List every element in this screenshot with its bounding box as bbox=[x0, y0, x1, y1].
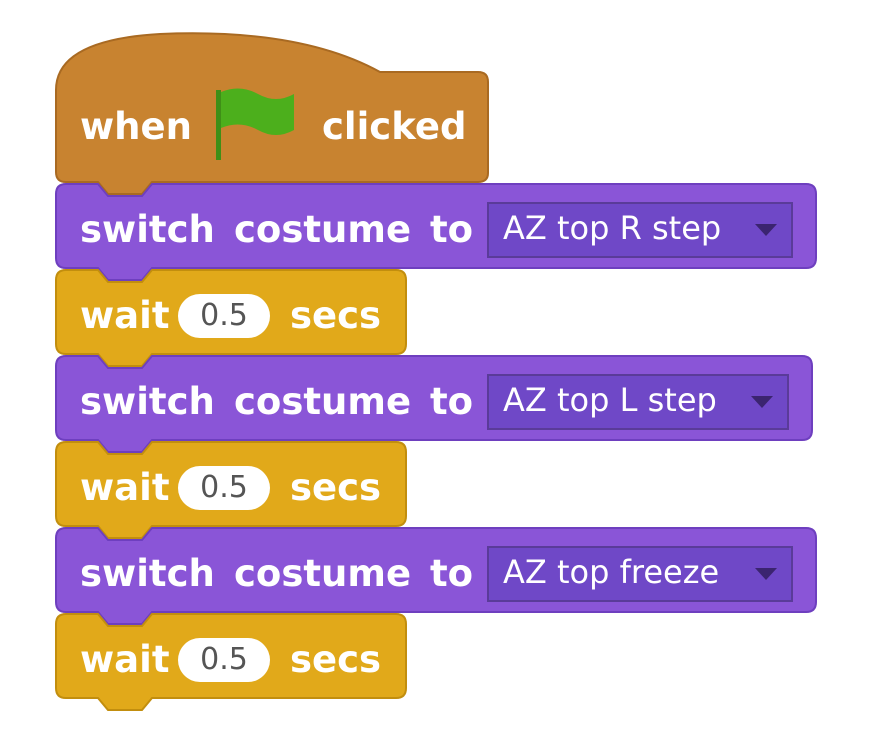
costume-dropdown[interactable]: AZ top L step bbox=[487, 374, 789, 430]
to-label: to bbox=[430, 208, 474, 251]
costume-dropdown-value: AZ top L step bbox=[503, 381, 717, 419]
seconds-input[interactable]: 0.5 bbox=[178, 466, 270, 510]
switch-label: switch bbox=[80, 552, 215, 595]
costume-label: costume bbox=[234, 208, 412, 251]
to-label: to bbox=[430, 380, 474, 423]
switch-label: switch bbox=[80, 208, 215, 251]
costume-dropdown[interactable]: AZ top freeze bbox=[487, 546, 793, 602]
secs-label: secs bbox=[290, 638, 382, 681]
costume-label: costume bbox=[234, 552, 412, 595]
seconds-input[interactable]: 0.5 bbox=[178, 638, 270, 682]
costume-dropdown-value: AZ top freeze bbox=[503, 553, 720, 591]
wait-label: wait bbox=[80, 466, 170, 509]
costume-label: costume bbox=[234, 380, 412, 423]
seconds-input[interactable]: 0.5 bbox=[178, 294, 270, 338]
switch-label: switch bbox=[80, 380, 215, 423]
dropdown-arrow-icon[interactable] bbox=[755, 568, 777, 580]
costume-dropdown-value: AZ top R step bbox=[503, 209, 722, 247]
secs-label: secs bbox=[290, 466, 382, 509]
dropdown-arrow-icon[interactable] bbox=[751, 396, 773, 408]
when-label: when bbox=[80, 105, 192, 148]
wait-label: wait bbox=[80, 638, 170, 681]
green-flag-icon bbox=[216, 88, 294, 160]
to-label: to bbox=[430, 552, 474, 595]
clicked-label: clicked bbox=[322, 105, 467, 148]
dropdown-arrow-icon[interactable] bbox=[755, 224, 777, 236]
secs-label: secs bbox=[290, 294, 382, 337]
costume-dropdown[interactable]: AZ top R step bbox=[487, 202, 793, 258]
wait-label: wait bbox=[80, 294, 170, 337]
